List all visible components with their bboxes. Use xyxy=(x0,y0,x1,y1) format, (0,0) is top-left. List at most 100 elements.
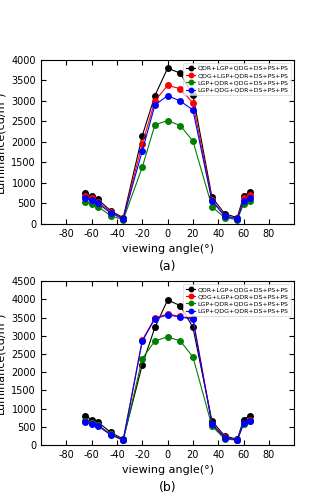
LGP+QDG+QDR+DS+PS+PS xyxy=(248,194,252,200)
QDG+LGP+QDR+DS+PS+PS xyxy=(248,192,252,198)
QDR+LGP+QDG+DS+PS+PS xyxy=(153,324,157,330)
LGP+QDG+QDR+DS+PS+PS xyxy=(121,437,125,443)
QDG+LGP+QDR+DS+PS+PS xyxy=(242,196,246,202)
LGP+QDG+QDR+DS+PS+PS xyxy=(178,314,182,320)
LGP+QDG+QDR+DS+PS+PS xyxy=(140,338,144,344)
LGP+QDG+QDR+DS+PS+PS xyxy=(140,148,144,154)
LGP+QDR+QDG+DS+PS+PS xyxy=(248,418,252,424)
QDR+LGP+QDG+DS+PS+PS xyxy=(210,418,214,424)
Line: LGP+QDR+QDG+DS+PS+PS: LGP+QDR+QDG+DS+PS+PS xyxy=(82,334,253,443)
QDG+LGP+QDR+DS+PS+PS xyxy=(96,198,100,204)
LGP+QDR+QDG+DS+PS+PS xyxy=(223,436,227,442)
LGP+QDG+QDR+DS+PS+PS xyxy=(166,312,170,318)
QDG+LGP+QDR+DS+PS+PS xyxy=(140,337,144,343)
QDG+LGP+QDR+DS+PS+PS xyxy=(121,216,125,222)
QDR+LGP+QDG+DS+PS+PS xyxy=(178,302,182,308)
QDG+LGP+QDR+DS+PS+PS xyxy=(242,420,246,426)
LGP+QDR+QDG+DS+PS+PS xyxy=(191,138,195,144)
LGP+QDR+QDG+DS+PS+PS xyxy=(109,212,112,218)
QDG+LGP+QDR+DS+PS+PS xyxy=(109,431,112,437)
QDR+LGP+QDG+DS+PS+PS xyxy=(109,208,112,214)
QDG+LGP+QDR+DS+PS+PS xyxy=(153,315,157,321)
LGP+QDG+QDR+DS+PS+PS xyxy=(83,418,87,424)
QDR+LGP+QDG+DS+PS+PS xyxy=(96,196,100,202)
LGP+QDG+QDR+DS+PS+PS xyxy=(248,418,252,424)
LGP+QDR+QDG+DS+PS+PS xyxy=(166,118,170,124)
LGP+QDR+QDG+DS+PS+PS xyxy=(242,201,246,207)
QDR+LGP+QDG+DS+PS+PS xyxy=(248,189,252,195)
LGP+QDG+QDR+DS+PS+PS xyxy=(178,98,182,104)
QDG+LGP+QDR+DS+PS+PS xyxy=(178,314,182,320)
QDG+LGP+QDR+DS+PS+PS xyxy=(166,82,170,88)
QDR+LGP+QDG+DS+PS+PS xyxy=(235,214,239,220)
QDR+LGP+QDG+DS+PS+PS xyxy=(153,92,157,98)
QDG+LGP+QDR+DS+PS+PS xyxy=(140,141,144,147)
LGP+QDR+QDG+DS+PS+PS xyxy=(140,164,144,170)
X-axis label: viewing angle(°): viewing angle(°) xyxy=(122,466,214,475)
Legend: QDR+LGP+QDG+DS+PS+PS, QDG+LGP+QDR+DS+PS+PS, LGP+QDR+QDG+DS+PS+PS, LGP+QDG+QDR+DS: QDR+LGP+QDG+DS+PS+PS, QDG+LGP+QDR+DS+PS+… xyxy=(183,63,291,95)
LGP+QDR+QDG+DS+PS+PS xyxy=(83,418,87,424)
Line: LGP+QDG+QDR+DS+PS+PS: LGP+QDG+QDR+DS+PS+PS xyxy=(82,93,253,222)
QDR+LGP+QDG+DS+PS+PS xyxy=(235,436,239,442)
QDR+LGP+QDG+DS+PS+PS xyxy=(191,324,195,330)
LGP+QDG+QDR+DS+PS+PS xyxy=(210,198,214,204)
QDR+LGP+QDG+DS+PS+PS xyxy=(140,362,144,368)
LGP+QDR+QDG+DS+PS+PS xyxy=(90,201,94,207)
QDG+LGP+QDR+DS+PS+PS xyxy=(166,311,170,317)
QDG+LGP+QDR+DS+PS+PS xyxy=(90,196,94,202)
QDG+LGP+QDR+DS+PS+PS xyxy=(83,418,87,424)
LGP+QDR+QDG+DS+PS+PS xyxy=(166,334,170,340)
Y-axis label: Luminance(cd/m²): Luminance(cd/m²) xyxy=(0,90,6,193)
QDG+LGP+QDR+DS+PS+PS xyxy=(96,422,100,428)
Line: LGP+QDG+QDR+DS+PS+PS: LGP+QDG+QDR+DS+PS+PS xyxy=(82,312,253,443)
LGP+QDR+QDG+DS+PS+PS xyxy=(153,122,157,128)
QDG+LGP+QDR+DS+PS+PS xyxy=(121,437,125,443)
LGP+QDR+QDG+DS+PS+PS xyxy=(223,214,227,220)
LGP+QDR+QDG+DS+PS+PS xyxy=(178,122,182,128)
LGP+QDR+QDG+DS+PS+PS xyxy=(235,216,239,222)
QDG+LGP+QDR+DS+PS+PS xyxy=(235,437,239,443)
LGP+QDG+QDR+DS+PS+PS xyxy=(235,216,239,222)
LGP+QDG+QDR+DS+PS+PS xyxy=(121,216,125,222)
LGP+QDR+QDG+DS+PS+PS xyxy=(178,338,182,344)
QDG+LGP+QDR+DS+PS+PS xyxy=(153,98,157,104)
LGP+QDG+QDR+DS+PS+PS xyxy=(210,421,214,427)
QDR+LGP+QDG+DS+PS+PS xyxy=(83,413,87,419)
QDG+LGP+QDR+DS+PS+PS xyxy=(191,315,195,321)
LGP+QDR+QDG+DS+PS+PS xyxy=(96,204,100,210)
QDR+LGP+QDG+DS+PS+PS xyxy=(210,194,214,200)
QDG+LGP+QDR+DS+PS+PS xyxy=(191,100,195,106)
QDG+LGP+QDR+DS+PS+PS xyxy=(223,212,227,218)
LGP+QDR+QDG+DS+PS+PS xyxy=(140,356,144,362)
QDR+LGP+QDG+DS+PS+PS xyxy=(90,416,94,422)
QDR+LGP+QDG+DS+PS+PS xyxy=(121,214,125,220)
LGP+QDG+QDR+DS+PS+PS xyxy=(109,432,112,438)
LGP+QDG+QDR+DS+PS+PS xyxy=(223,434,227,440)
LGP+QDG+QDR+DS+PS+PS xyxy=(242,420,246,426)
LGP+QDG+QDR+DS+PS+PS xyxy=(96,200,100,206)
LGP+QDG+QDR+DS+PS+PS xyxy=(96,423,100,429)
LGP+QDG+QDR+DS+PS+PS xyxy=(166,92,170,98)
Line: QDG+LGP+QDR+DS+PS+PS: QDG+LGP+QDR+DS+PS+PS xyxy=(82,82,253,222)
LGP+QDR+QDG+DS+PS+PS xyxy=(153,338,157,344)
X-axis label: viewing angle(°): viewing angle(°) xyxy=(122,244,214,254)
Line: QDR+LGP+QDG+DS+PS+PS: QDR+LGP+QDG+DS+PS+PS xyxy=(82,66,253,220)
QDR+LGP+QDG+DS+PS+PS xyxy=(248,412,252,418)
LGP+QDG+QDR+DS+PS+PS xyxy=(90,420,94,426)
QDG+LGP+QDR+DS+PS+PS xyxy=(235,216,239,222)
QDR+LGP+QDG+DS+PS+PS xyxy=(90,193,94,199)
LGP+QDG+QDR+DS+PS+PS xyxy=(83,195,87,201)
QDR+LGP+QDG+DS+PS+PS xyxy=(242,416,246,422)
LGP+QDG+QDR+DS+PS+PS xyxy=(235,437,239,443)
QDG+LGP+QDR+DS+PS+PS xyxy=(223,434,227,440)
LGP+QDR+QDG+DS+PS+PS xyxy=(235,438,239,444)
LGP+QDR+QDG+DS+PS+PS xyxy=(248,198,252,204)
LGP+QDG+QDR+DS+PS+PS xyxy=(153,102,157,108)
QDR+LGP+QDG+DS+PS+PS xyxy=(166,297,170,303)
QDG+LGP+QDR+DS+PS+PS xyxy=(210,197,214,203)
QDG+LGP+QDR+DS+PS+PS xyxy=(109,209,112,215)
LGP+QDR+QDG+DS+PS+PS xyxy=(242,420,246,426)
LGP+QDR+QDG+DS+PS+PS xyxy=(191,354,195,360)
Line: QDG+LGP+QDR+DS+PS+PS: QDG+LGP+QDR+DS+PS+PS xyxy=(82,311,253,442)
LGP+QDR+QDG+DS+PS+PS xyxy=(210,204,214,210)
